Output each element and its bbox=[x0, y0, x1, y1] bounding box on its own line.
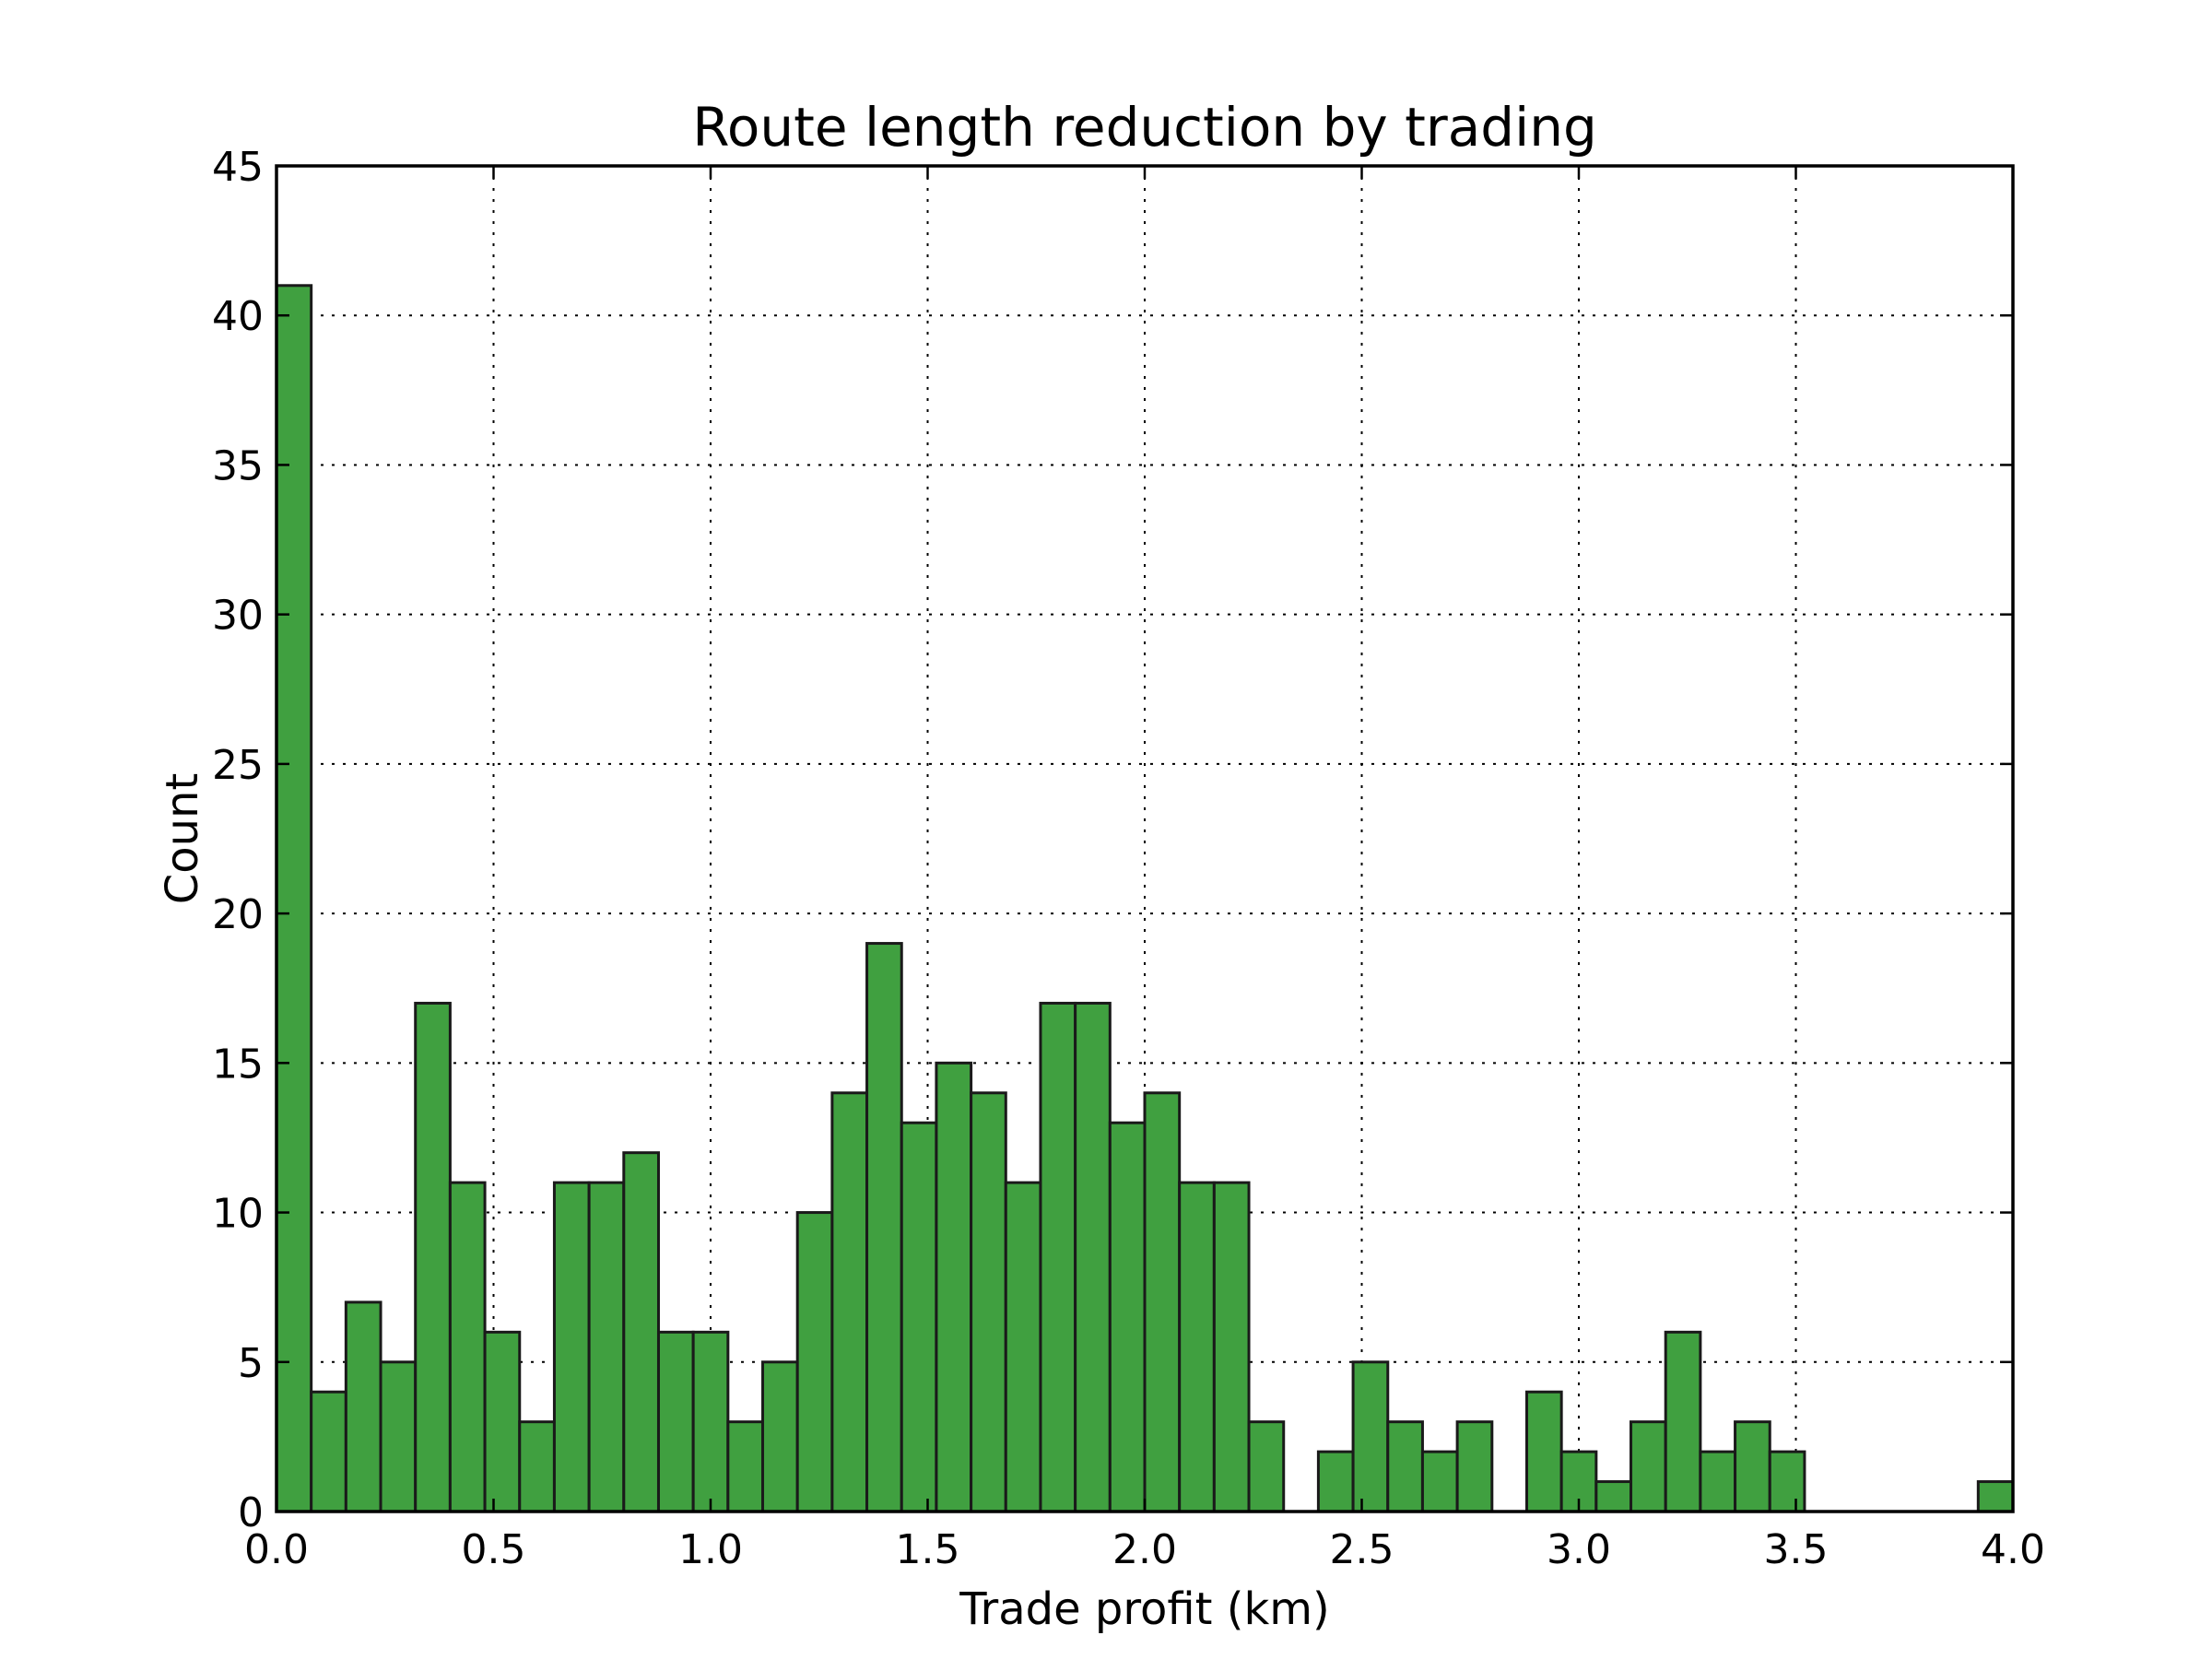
histogram-bar bbox=[552, 1181, 591, 1513]
histogram-bar bbox=[1699, 1450, 1737, 1513]
histogram-bars bbox=[275, 284, 2015, 1513]
y-tick-label: 20 bbox=[212, 891, 264, 938]
histogram-bar bbox=[1004, 1181, 1042, 1513]
histogram-bar bbox=[622, 1151, 660, 1513]
histogram-bar bbox=[1178, 1181, 1216, 1513]
y-tick-label: 10 bbox=[212, 1191, 264, 1238]
histogram-bar bbox=[691, 1330, 730, 1513]
x-tick-labels: 0.0 0.5 1.0 1.5 2.0 2.5 3.0 3.5 4.0 bbox=[244, 1526, 2045, 1573]
histogram-bar bbox=[483, 1330, 522, 1513]
y-tick-label: 0 bbox=[238, 1489, 264, 1536]
histogram-bar bbox=[830, 1091, 869, 1513]
chart-title: Route length reduction by trading bbox=[692, 96, 1597, 159]
y-tick-label: 5 bbox=[238, 1340, 264, 1387]
x-tick-label: 4.0 bbox=[1981, 1526, 2045, 1573]
x-tick-label: 0.5 bbox=[462, 1526, 526, 1573]
histogram-bar bbox=[795, 1211, 834, 1513]
y-tick-label: 45 bbox=[212, 144, 264, 191]
y-axis-label: Count bbox=[157, 773, 208, 905]
x-tick-label: 1.5 bbox=[896, 1526, 960, 1573]
x-tick-label: 1.0 bbox=[678, 1526, 743, 1573]
histogram-bar bbox=[1420, 1450, 1459, 1513]
histogram-bar bbox=[1734, 1420, 1771, 1513]
histogram-bar bbox=[1976, 1480, 2015, 1513]
histogram-bar bbox=[1143, 1091, 1182, 1513]
x-axis-label: Trade profit (km) bbox=[959, 1583, 1330, 1635]
histogram-bar bbox=[414, 1001, 452, 1513]
histogram-bar bbox=[726, 1420, 765, 1513]
x-tick-label: 0.0 bbox=[244, 1526, 309, 1573]
histogram-bar bbox=[1386, 1420, 1424, 1513]
y-tick-label: 15 bbox=[212, 1041, 264, 1088]
histogram-bar bbox=[1039, 1001, 1077, 1513]
histogram-bar bbox=[1455, 1420, 1494, 1513]
histogram-bar bbox=[1594, 1480, 1633, 1513]
histogram-bar bbox=[518, 1420, 556, 1513]
y-tick-label: 25 bbox=[212, 742, 264, 789]
histogram-bar bbox=[379, 1360, 418, 1513]
histogram-bar bbox=[1630, 1420, 1667, 1513]
histogram-bar bbox=[900, 1121, 938, 1513]
x-tick-label: 2.5 bbox=[1330, 1526, 1394, 1573]
x-tick-label: 3.5 bbox=[1764, 1526, 1829, 1573]
histogram-bar bbox=[448, 1181, 487, 1513]
histogram-bar bbox=[275, 284, 313, 1513]
histogram-bar bbox=[1108, 1121, 1147, 1513]
histogram-bar bbox=[935, 1061, 973, 1513]
histogram-bar bbox=[656, 1330, 695, 1513]
histogram-bar bbox=[865, 942, 903, 1513]
histogram-bar bbox=[1351, 1360, 1390, 1513]
y-tick-label: 30 bbox=[212, 593, 264, 640]
x-tick-label: 2.0 bbox=[1112, 1526, 1177, 1573]
y-tick-label: 35 bbox=[212, 442, 264, 489]
axis-ticks bbox=[275, 164, 2015, 1513]
histogram-bar bbox=[1524, 1390, 1563, 1513]
histogram-bar bbox=[1212, 1181, 1251, 1513]
histogram-bar bbox=[1768, 1450, 1806, 1513]
histogram-bar bbox=[310, 1390, 347, 1513]
y-tick-label: 40 bbox=[212, 293, 264, 340]
y-tick-labels: 0 5 10 15 20 25 30 35 40 45 bbox=[212, 144, 264, 1536]
histogram-bar bbox=[587, 1181, 626, 1513]
histogram-bar bbox=[1247, 1420, 1286, 1513]
x-tick-label: 3.0 bbox=[1547, 1526, 1611, 1573]
histogram-bar bbox=[970, 1091, 1007, 1513]
histogram-bar bbox=[1074, 1001, 1112, 1513]
histogram-bar bbox=[1664, 1330, 1702, 1513]
histogram-bar bbox=[1316, 1450, 1355, 1513]
histogram-bar bbox=[761, 1360, 799, 1513]
histogram-bar bbox=[344, 1300, 382, 1513]
